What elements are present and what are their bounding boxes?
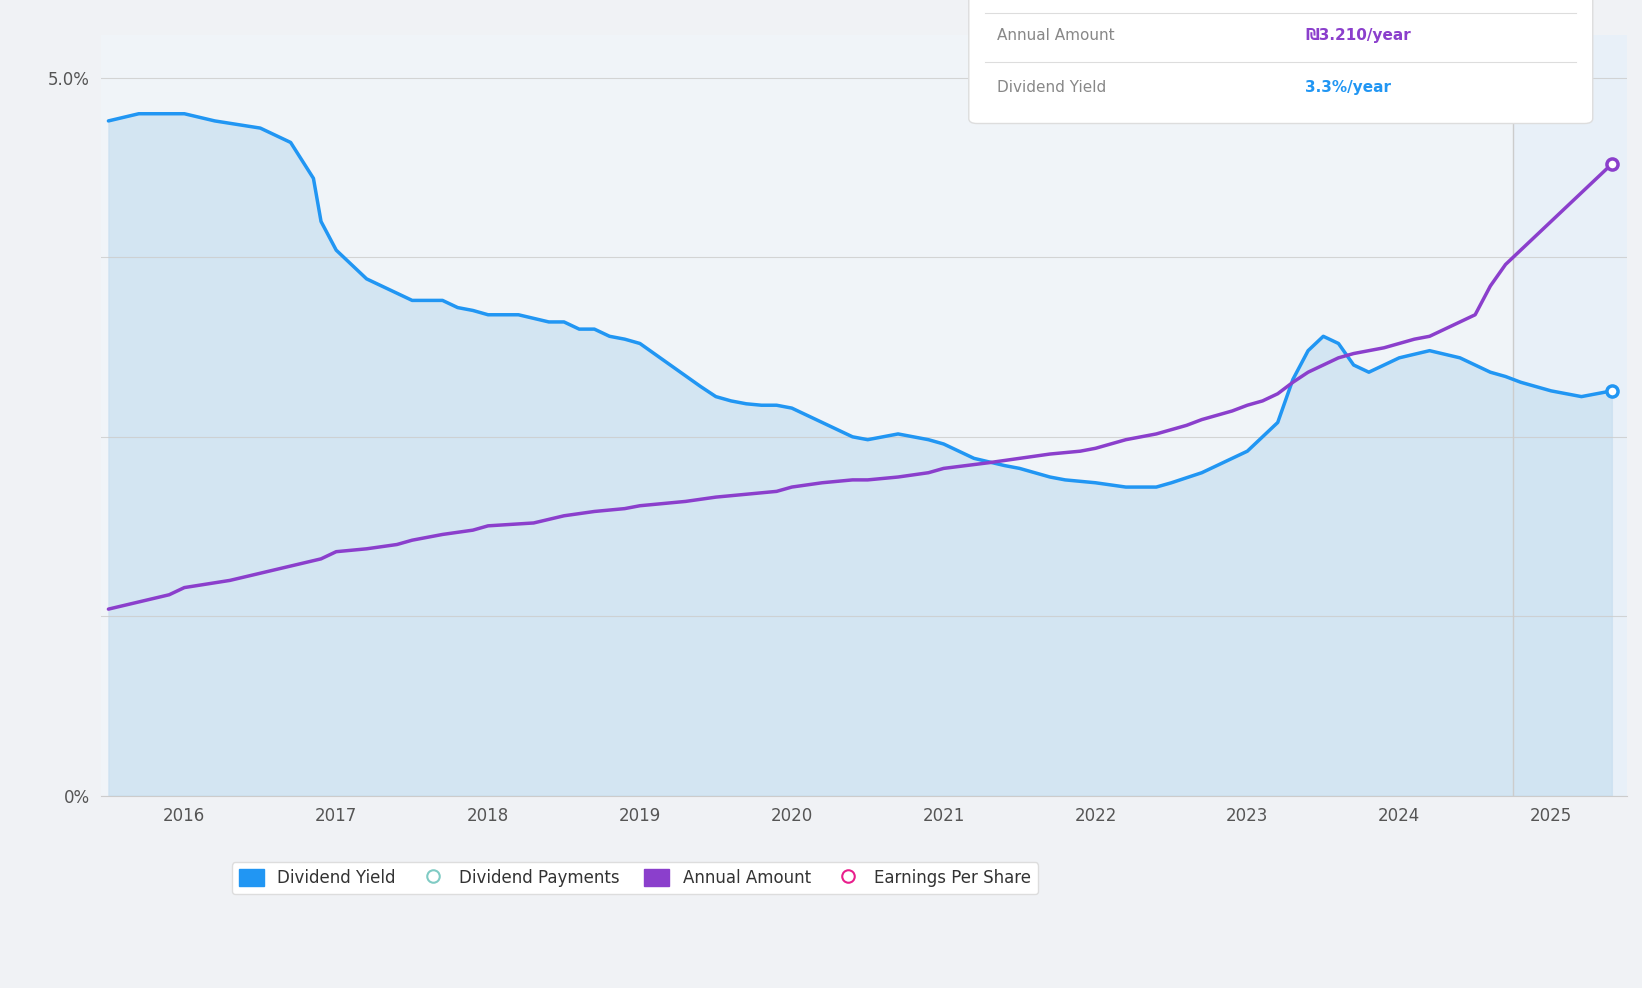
Bar	[100, 35, 1514, 795]
Text: Past: Past	[1520, 80, 1565, 99]
Text: 3.3%/year: 3.3%/year	[1305, 80, 1391, 95]
Bar	[1514, 35, 1627, 795]
Legend: Dividend Yield, Dividend Payments, Annual Amount, Earnings Per Share: Dividend Yield, Dividend Payments, Annua…	[232, 863, 1038, 894]
Text: ₪3.210/year: ₪3.210/year	[1305, 28, 1410, 42]
Text: Annual Amount: Annual Amount	[997, 28, 1115, 42]
Text: Dividend Yield: Dividend Yield	[997, 80, 1107, 95]
